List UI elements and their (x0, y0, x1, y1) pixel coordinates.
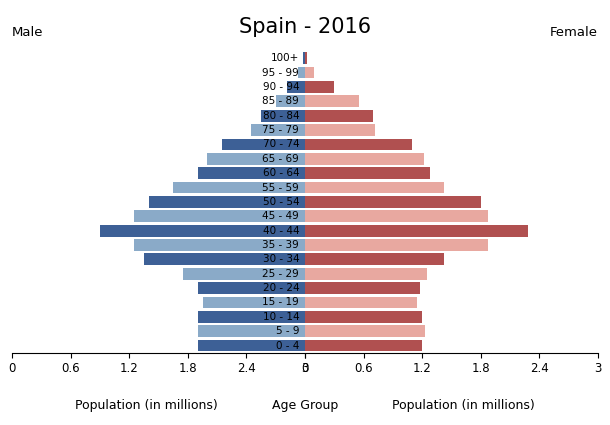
Bar (251, 124, 305, 136)
Bar (305, 239, 489, 251)
Text: 65 - 69: 65 - 69 (262, 154, 299, 164)
Text: Male: Male (12, 26, 44, 39)
Bar (198, 325, 305, 337)
Text: 70 - 74: 70 - 74 (262, 139, 299, 150)
Text: 60 - 64: 60 - 64 (262, 168, 299, 178)
Bar (305, 181, 443, 193)
Bar (305, 268, 427, 280)
Text: 0 - 4: 0 - 4 (276, 340, 299, 351)
Text: 40 - 44: 40 - 44 (262, 226, 299, 235)
Bar (305, 95, 359, 107)
Bar (305, 110, 373, 122)
Bar (305, 196, 481, 208)
Text: Spain - 2016: Spain - 2016 (239, 17, 371, 37)
Bar (305, 297, 417, 309)
Text: 25 - 29: 25 - 29 (262, 269, 299, 279)
Text: 85 - 89: 85 - 89 (262, 96, 299, 106)
Bar (305, 81, 334, 93)
Text: Population (in millions): Population (in millions) (392, 399, 535, 412)
Text: 10 - 14: 10 - 14 (262, 312, 299, 322)
Bar (198, 282, 305, 294)
Bar (134, 239, 305, 251)
Bar (149, 196, 305, 208)
Bar (287, 81, 305, 93)
Text: 75 - 79: 75 - 79 (262, 125, 299, 135)
Text: 90 - 94: 90 - 94 (262, 82, 299, 92)
Bar (183, 268, 305, 280)
Text: Age Group: Age Group (272, 399, 338, 412)
Text: 80 - 84: 80 - 84 (262, 110, 299, 121)
Bar (305, 67, 314, 79)
Text: 50 - 54: 50 - 54 (262, 197, 299, 207)
Bar (305, 282, 420, 294)
Text: 15 - 19: 15 - 19 (262, 298, 299, 307)
Text: 55 - 59: 55 - 59 (262, 182, 299, 193)
Text: 30 - 34: 30 - 34 (262, 254, 299, 264)
Bar (276, 95, 305, 107)
Bar (303, 52, 305, 64)
Bar (144, 253, 305, 265)
Bar (134, 210, 305, 222)
Bar (198, 311, 305, 323)
Bar (305, 52, 307, 64)
Text: 5 - 9: 5 - 9 (276, 326, 299, 336)
Bar (305, 311, 422, 323)
Text: Female: Female (550, 26, 598, 39)
Bar (198, 167, 305, 179)
Bar (305, 340, 422, 351)
Text: 95 - 99: 95 - 99 (262, 68, 299, 77)
Bar (305, 225, 528, 236)
Bar (305, 325, 425, 337)
Bar (298, 67, 305, 79)
Bar (222, 139, 305, 150)
Bar (305, 153, 424, 164)
Bar (207, 153, 305, 164)
Text: 45 - 49: 45 - 49 (262, 211, 299, 221)
Bar (305, 167, 430, 179)
Bar (100, 225, 305, 236)
Bar (203, 297, 305, 309)
Text: 100+: 100+ (271, 53, 299, 63)
Bar (173, 181, 305, 193)
Bar (305, 139, 412, 150)
Bar (305, 124, 375, 136)
Bar (198, 340, 305, 351)
Text: 20 - 24: 20 - 24 (262, 283, 299, 293)
Bar (305, 253, 443, 265)
Text: Population (in millions): Population (in millions) (75, 399, 218, 412)
Bar (305, 210, 489, 222)
Text: 35 - 39: 35 - 39 (262, 240, 299, 250)
Bar (261, 110, 305, 122)
